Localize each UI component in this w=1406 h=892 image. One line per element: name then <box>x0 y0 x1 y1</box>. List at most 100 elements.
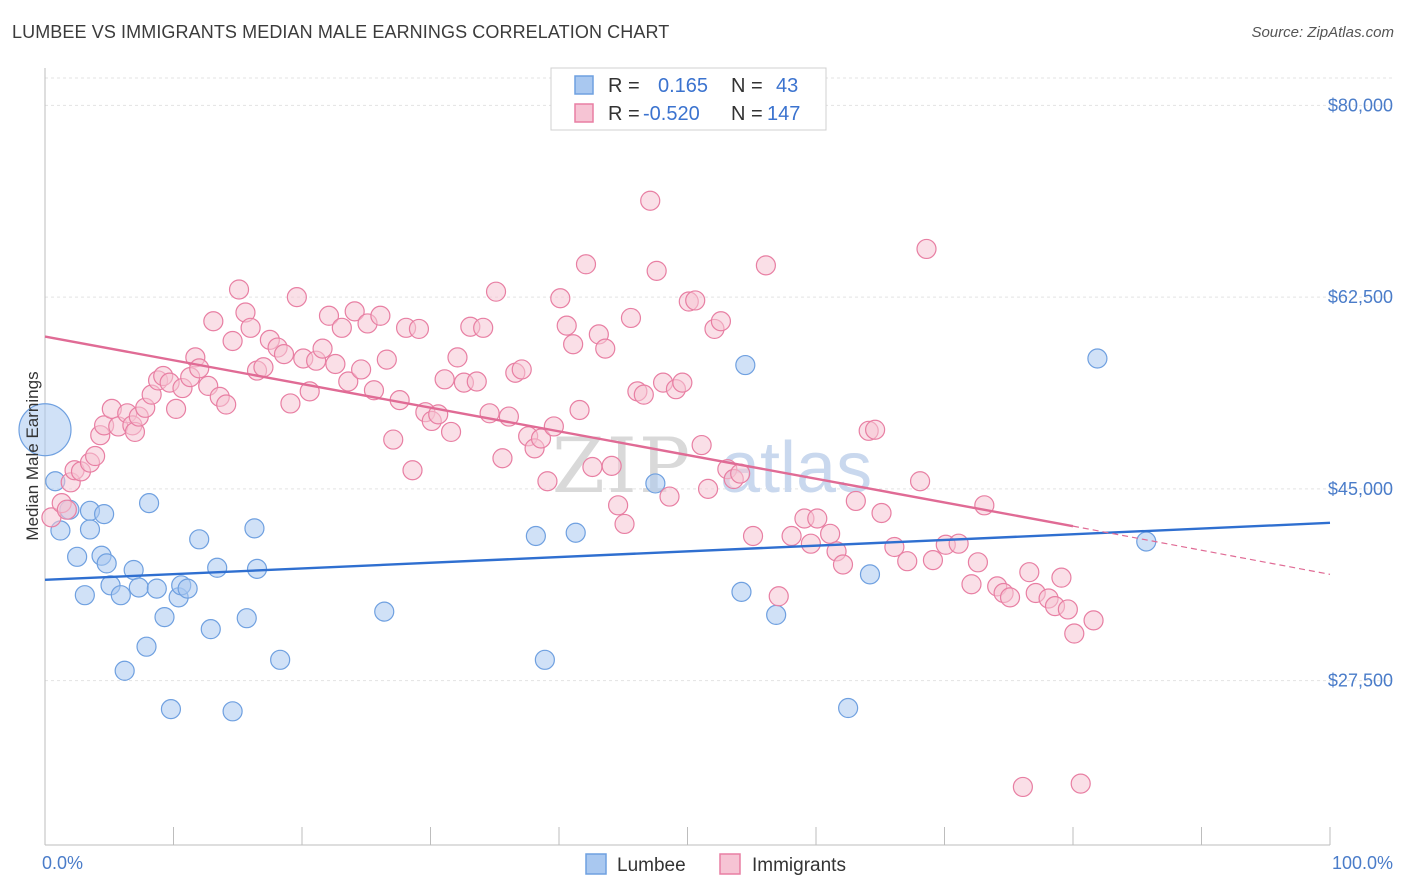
immigrants-point-96 <box>646 260 667 281</box>
immigrants-point-30 <box>222 330 243 352</box>
immigrants-point-127 <box>916 238 937 260</box>
lumbee-point-4 <box>67 546 88 567</box>
legend-n-value-lumbee: 43 <box>776 75 798 97</box>
immigrants-point-92 <box>620 307 642 329</box>
lumbee-point-38 <box>731 581 752 602</box>
immigrants-point-131 <box>961 574 982 595</box>
immigrants-point-102 <box>685 290 706 311</box>
immigrants-point-86 <box>582 456 603 478</box>
legend-n-label-lumbee: N = <box>731 75 763 97</box>
immigrants-point-136 <box>999 587 1021 608</box>
lumbee-point-24 <box>189 529 210 550</box>
immigrants-point-85 <box>575 254 597 275</box>
lumbee-point-26 <box>207 557 228 578</box>
immigrants-point-120 <box>845 490 866 512</box>
immigrants-point-29 <box>216 394 237 415</box>
y-tick-label-1: $62,500 <box>1328 287 1393 307</box>
immigrants-point-75 <box>511 359 532 380</box>
immigrants-point-128 <box>922 550 944 571</box>
chart-title: LUMBEE VS IMMIGRANTS MEDIAN MALE EARNING… <box>12 22 670 42</box>
grid-lines <box>45 77 1392 682</box>
immigrants-point-71 <box>485 281 507 302</box>
lumbee-point-29 <box>244 518 265 539</box>
immigrants-point-46 <box>325 353 346 375</box>
immigrants-point-144 <box>1064 623 1085 644</box>
immigrants-point-100 <box>672 372 693 393</box>
lumbee-point-16 <box>136 636 157 657</box>
legend-r-label-immigrants: R = <box>608 103 640 125</box>
immigrants-point-126 <box>909 471 931 492</box>
lumbee-trend-line <box>44 521 1331 582</box>
lumbee-point-40 <box>838 697 859 719</box>
immigrants-point-48 <box>338 371 359 392</box>
lumbee-point-33 <box>525 525 546 547</box>
bottom-legend-label-lumbee: Lumbee <box>617 855 686 876</box>
immigrants-point-52 <box>363 380 385 401</box>
legend-n-label-immigrants: N = <box>731 103 763 125</box>
immigrants-point-82 <box>556 315 577 336</box>
immigrants-point-33 <box>240 317 261 338</box>
immigrants-point-63 <box>434 369 455 390</box>
bottom-legend-swatch-lumbee <box>585 853 607 875</box>
legend-r-value-lumbee: 0.165 <box>658 75 708 97</box>
immigrants-point-80 <box>543 416 564 437</box>
immigrants-point-64 <box>440 421 462 443</box>
lumbee-point-5 <box>74 585 95 606</box>
immigrants-point-115 <box>800 533 821 554</box>
immigrants-point-50 <box>351 359 372 380</box>
immigrants-point-21 <box>165 398 187 420</box>
immigrants-point-81 <box>550 288 571 309</box>
lumbee-point-42 <box>1087 348 1108 369</box>
immigrants-point-137 <box>1012 776 1033 798</box>
immigrants-point-106 <box>710 311 732 332</box>
immigrants-point-113 <box>781 525 802 547</box>
immigrants-point-123 <box>871 502 892 524</box>
series-immigrants <box>41 190 1104 798</box>
immigrants-trend-extension <box>1072 525 1331 575</box>
immigrants-point-53 <box>370 305 391 326</box>
legend-r-value-immigrants: -0.520 <box>643 103 700 125</box>
immigrants-point-40 <box>286 287 307 308</box>
immigrants-point-125 <box>897 551 918 572</box>
legend-n-value-immigrants: 147 <box>767 103 800 125</box>
immigrants-point-27 <box>203 311 224 332</box>
immigrants-point-68 <box>466 371 487 392</box>
lumbee-point-12 <box>110 585 131 606</box>
immigrants-point-39 <box>280 393 301 414</box>
x-tick-labels: 0.0% 100.0% <box>42 853 1393 873</box>
immigrants-point-72 <box>492 448 513 469</box>
immigrants-point-35 <box>253 357 274 378</box>
immigrants-point-132 <box>967 552 989 573</box>
chart-source: Source: ZipAtlas.com <box>1251 24 1394 41</box>
immigrants-point-58 <box>402 460 423 481</box>
immigrants-point-116 <box>807 508 828 529</box>
immigrants-point-119 <box>832 554 854 575</box>
lumbee-point-28 <box>236 608 257 629</box>
x-tick-label-0: 0.0% <box>42 853 83 873</box>
immigrants-point-44 <box>312 338 333 359</box>
lumbee-point-7 <box>79 519 101 540</box>
immigrants-point-31 <box>228 279 250 300</box>
immigrants-point-54 <box>376 349 397 370</box>
lumbee-point-9 <box>94 503 115 525</box>
y-tick-label-2: $45,000 <box>1328 479 1393 499</box>
lumbee-point-30 <box>246 558 268 579</box>
trend-lines <box>44 335 1331 582</box>
immigrants-point-112 <box>768 586 789 607</box>
legend-swatch-immigrants <box>574 103 594 123</box>
immigrants-point-59 <box>408 318 430 340</box>
y-tick-labels: $80,000 $62,500 $45,000 $27,500 <box>1328 95 1393 690</box>
immigrants-point-7 <box>85 445 106 467</box>
immigrants-point-49 <box>344 301 365 322</box>
lumbee-point-20 <box>160 699 182 720</box>
y-axis-title: Median Male Earnings <box>23 371 42 540</box>
lumbee-point-32 <box>374 601 395 622</box>
lumbee-point-19 <box>154 606 175 628</box>
lumbee-point-13 <box>114 660 135 681</box>
y-tick-label-3: $27,500 <box>1328 671 1393 691</box>
lumbee-point-17 <box>138 493 160 514</box>
lumbee-point-35 <box>565 522 586 543</box>
lumbee-point-34 <box>534 649 555 670</box>
immigrants-point-69 <box>473 317 494 338</box>
